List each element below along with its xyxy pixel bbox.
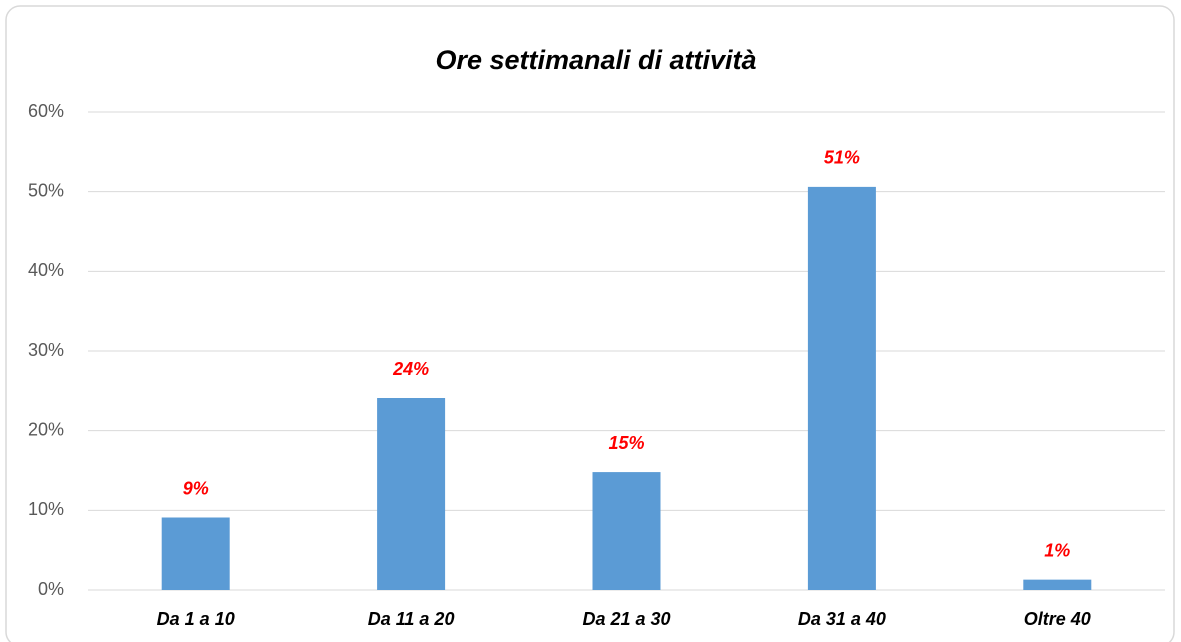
bar [592,472,661,590]
data-label: 51% [824,148,860,168]
x-tick-label: Da 11 a 20 [368,609,455,629]
bar [377,398,446,590]
chart-frame [5,5,1175,642]
y-tick-label: 50% [28,180,64,200]
x-tick-label: Da 21 a 30 [582,609,670,629]
y-tick-label: 0% [38,579,64,599]
data-label: 9% [183,478,209,498]
data-label: 24% [392,359,429,379]
x-tick-label: Da 31 a 40 [798,609,886,629]
data-label: 15% [608,433,644,453]
bar [1023,579,1092,590]
x-tick-label: Oltre 40 [1024,609,1091,629]
chart-title: Ore settimanali di attività [435,45,756,75]
y-tick-label: 60% [28,101,64,121]
data-label: 1% [1044,540,1070,560]
y-tick-label: 30% [28,340,64,360]
x-tick-label: Da 1 a 10 [157,609,235,629]
y-tick-label: 10% [28,499,64,519]
bar [807,186,876,591]
y-tick-label: 40% [28,260,64,280]
y-tick-label: 20% [28,419,64,439]
bar [161,517,230,590]
